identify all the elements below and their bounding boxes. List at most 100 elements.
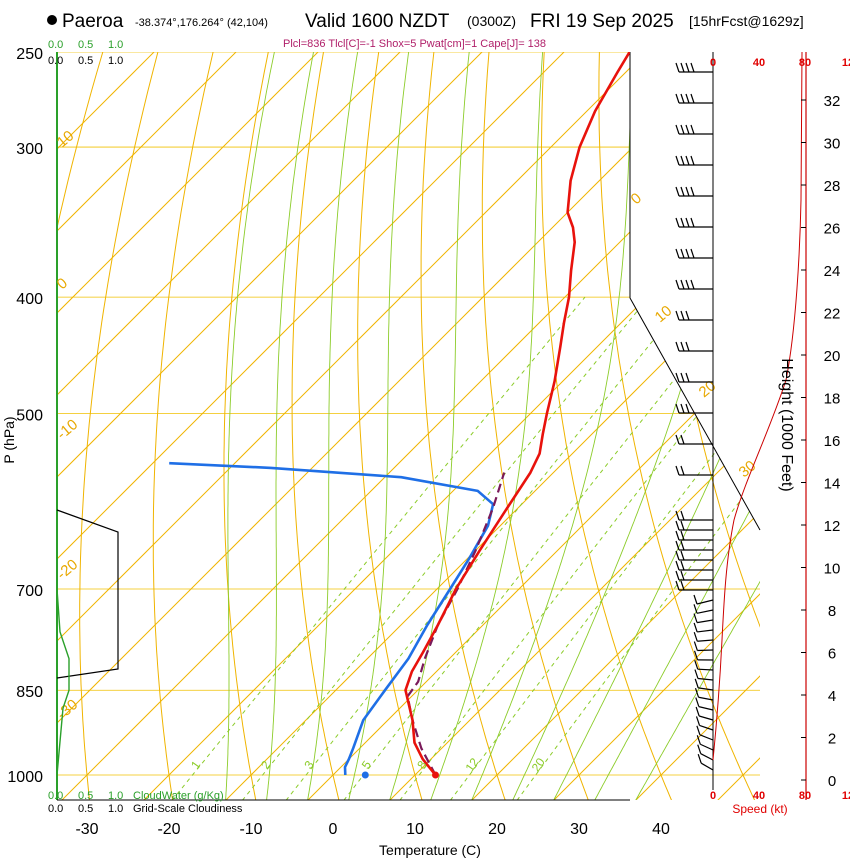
wind-barb: [675, 530, 713, 541]
moist-adiabat-line: [348, 52, 410, 800]
wind-barb: [675, 155, 713, 166]
height-tick-label: 16: [824, 433, 841, 450]
station-dot-icon: [47, 15, 57, 25]
isotherm-line: [57, 52, 271, 800]
station-name: Paeroa: [62, 11, 124, 32]
isotherm-line: [57, 52, 599, 800]
wind-barb: [675, 93, 713, 104]
moist-adiabat-line: [512, 52, 743, 800]
cloudiness-label: Grid-Scale Cloudiness: [133, 803, 243, 815]
wind-barb: [675, 434, 713, 445]
wind-barb: [693, 594, 714, 605]
wind-barb: [693, 650, 714, 661]
cloudiness-tick-label: 1.0: [108, 55, 123, 67]
cloudwater-tick-label: 1.0: [108, 39, 123, 51]
speed-tick-label-top: 80: [799, 57, 811, 69]
plot-right-boundary: [629, 52, 761, 531]
wind-barb: [693, 641, 714, 652]
wind-barb: [675, 279, 713, 290]
wind-barb: [696, 735, 714, 751]
temperature-tick-label: -20: [157, 821, 180, 838]
isotherm-line: [143, 52, 760, 800]
pressure-tick-label: 1000: [7, 769, 43, 786]
height-tick-label: 28: [824, 178, 841, 195]
pressure-tick-label: 700: [16, 583, 43, 600]
wind-barb: [695, 716, 714, 731]
mixing-ratio-label: 20: [529, 755, 548, 774]
height-tick-label: 6: [828, 646, 836, 663]
dry-adiabat-line: [481, 52, 589, 800]
moist-adiabat-line: [553, 52, 760, 800]
wind-barb: [675, 510, 713, 521]
moist-adiabat-line: [307, 52, 359, 800]
utc-time: (0300Z): [467, 13, 516, 29]
cloudwater-tick-label: 0.5: [78, 39, 93, 51]
wind-barb: [675, 560, 713, 571]
wind-barb: [695, 706, 714, 721]
speed-tick-label-bottom: 0: [710, 790, 716, 802]
mixing-ratio-line: [343, 296, 741, 800]
temperature-tick-label: 0: [329, 821, 338, 838]
wind-barb: [675, 341, 713, 352]
moist-adiabat-line: [389, 52, 470, 800]
cloudiness-profile: [56, 509, 119, 679]
wind-barb: [694, 669, 714, 681]
temperature-tick-label: 30: [570, 821, 588, 838]
isotherm-line: [57, 52, 517, 800]
moist-adiabat-line: [471, 52, 634, 800]
cloudwater-tick-label: 1.0: [108, 790, 123, 802]
isotherm-line: [553, 52, 760, 800]
height-tick-label: 30: [824, 136, 841, 153]
dry-adiabat-line: [57, 52, 141, 800]
cloudiness-tick-label: 0.0: [48, 55, 63, 67]
temperature-tick-label: 40: [652, 821, 670, 838]
sounding-indices: Plcl=836 Tlcl[C]=-1 Shox=5 Pwat[cm]=1 Ca…: [283, 38, 546, 50]
temperature-tick-label: -10: [239, 821, 262, 838]
height-tick-label: 20: [824, 348, 841, 365]
height-tick-label: 18: [824, 391, 841, 408]
wind-barb: [675, 372, 713, 383]
pressure-axis-title: P (hPa): [1, 416, 17, 463]
cloudwater-tick-label: 0.0: [48, 790, 63, 802]
isotherm-line: [57, 52, 760, 800]
forecast-run: [15hrFcst@1629z]: [689, 13, 804, 29]
dry-adiabat-line: [357, 52, 423, 800]
moist-adiabat-line: [225, 52, 275, 800]
dry-adiabat-line: [291, 52, 348, 800]
wind-barb: [675, 570, 713, 581]
header: Paeroa -38.374°,176.264° (42,104) Valid …: [47, 11, 804, 50]
moist-adiabat-line: [594, 52, 760, 800]
cloudwater-tick-label: 0.0: [48, 39, 63, 51]
wind-barb: [675, 248, 713, 259]
isotherm-line: [61, 52, 760, 800]
speed-tick-label-bottom: 12: [842, 790, 850, 802]
isotherm-label: 10: [652, 302, 676, 326]
dry-adiabat-line: [79, 52, 192, 800]
pressure-tick-label: 300: [16, 141, 43, 158]
mixing-ratio-line: [449, 296, 760, 800]
temperature-tick-label: -30: [75, 821, 98, 838]
wind-barb: [675, 62, 713, 73]
speed-tick-label-top: 0: [710, 57, 716, 69]
moist-adiabat-line: [266, 52, 314, 800]
wind-barb: [694, 659, 714, 671]
wind-barb: [696, 725, 714, 741]
temperature-axis-title: Temperature (C): [379, 842, 481, 858]
dewpoint-trace: [169, 461, 495, 776]
surface-temp-marker: [432, 771, 439, 779]
wind-barb: [675, 540, 713, 551]
moist-adiabat-line: [430, 52, 544, 800]
dry-adiabat-line: [654, 52, 760, 800]
parcel-trace: [406, 472, 506, 776]
cloudwater-label: CloudWater (g/Kg): [133, 790, 224, 802]
isotherm-line: [635, 52, 760, 800]
height-tick-label: 0: [828, 773, 836, 790]
height-tick-label: 2: [828, 731, 836, 748]
cloudwater-tick-label: 0.5: [78, 790, 93, 802]
wind-barb: [693, 632, 714, 642]
isotherm-label: 20: [696, 377, 720, 401]
temperature-tick-label: 10: [406, 821, 424, 838]
isotherm-line: [471, 52, 760, 800]
speed-tick-label-top: 40: [753, 57, 765, 69]
